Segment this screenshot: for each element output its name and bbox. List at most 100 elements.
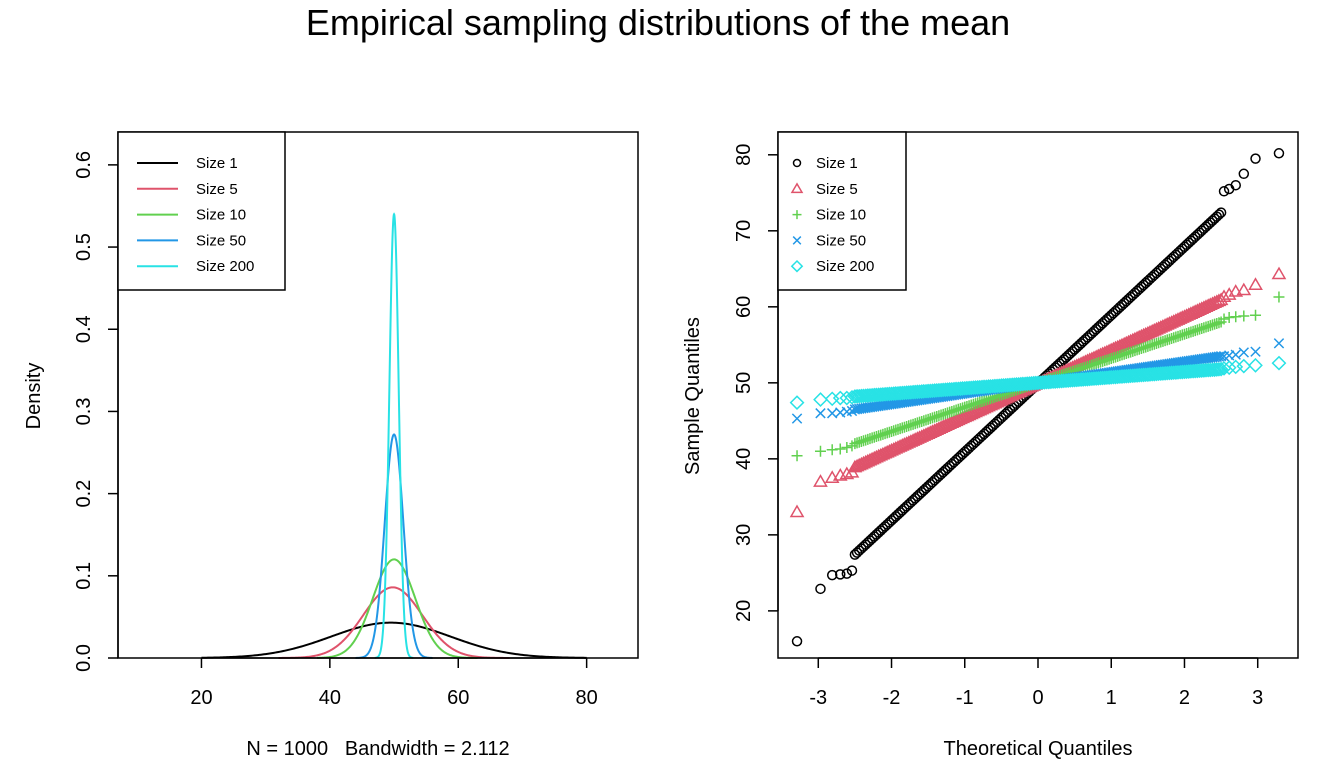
qq-point: [841, 568, 853, 579]
density-legend-label: Size 200: [196, 258, 254, 275]
qq-point: [1230, 311, 1242, 323]
density-legend: Size 1 Size 5 Size 10 Size 50 Size 200: [117, 131, 286, 291]
qq-x-tick-label: 0: [1032, 687, 1043, 709]
qq-point: [791, 413, 803, 424]
qq-point: [789, 395, 805, 410]
qq-point: [1273, 291, 1285, 303]
qq-point: [1213, 361, 1229, 377]
density-panel: 20 40 60 800.00.10.20.30.40.50.6 Size 1Size …: [73, 131, 639, 709]
qq-point: [1221, 360, 1237, 376]
qq-legend-label: Size 10: [816, 207, 866, 224]
density-curve-size-10: [316, 558, 478, 659]
qq-y-axis-label: Sample Quantiles: [682, 317, 704, 475]
density-legend-label: Size 5: [196, 181, 238, 198]
qq-point: [834, 443, 846, 455]
qq-point: [835, 569, 846, 580]
qq-point: [1211, 293, 1227, 307]
qq-point: [815, 408, 826, 419]
qq-point: [846, 565, 858, 576]
qq-point: [826, 444, 838, 456]
qq-point: [1218, 313, 1230, 325]
density-x-tick-label: 40: [319, 687, 341, 709]
qq-legend-marker: [790, 182, 804, 194]
qq-x-tick-label: -3: [809, 687, 827, 709]
qq-point: [1221, 287, 1237, 300]
density-curve-size-200: [374, 212, 414, 659]
qq-point: [1250, 346, 1261, 357]
qq-legend-label: Size 5: [816, 181, 858, 198]
qq-point: [1238, 347, 1250, 358]
density-legend-label: Size 1: [196, 155, 238, 172]
qq-point: [1228, 359, 1244, 375]
qq-point: [1238, 168, 1250, 180]
density-y-axis-label: Density: [23, 363, 45, 430]
qq-legend-marker: [790, 259, 804, 273]
qq-point: [813, 474, 828, 487]
qq-point: [1271, 355, 1287, 371]
qq-legend-label: Size 50: [816, 232, 866, 249]
qq-point: [1216, 289, 1232, 303]
qq-x-axis-label: Theoretical Quantiles: [944, 738, 1133, 760]
density-y-tick-label: 0.3: [73, 398, 95, 426]
qq-point: [1218, 186, 1230, 197]
qq-x-tick-label: 1: [1106, 687, 1117, 709]
qq-legend-label: Size 200: [816, 258, 874, 275]
density-y-tick-label: 0.5: [73, 233, 95, 261]
density-x-tick-label: 20: [190, 687, 212, 709]
qq-point: [826, 408, 838, 419]
qq-y-tick-label: 30: [733, 524, 755, 546]
qq-point: [815, 583, 826, 595]
density-x-axis-label: N = 1000 Bandwidth = 2.112: [246, 738, 509, 760]
density-y-tick-label: 0.6: [73, 151, 95, 179]
qq-legend: Size 1 Size 5 Size 10 Size 50 Size 200: [777, 131, 907, 291]
qq-point: [1223, 311, 1235, 323]
density-curve-size-5: [278, 586, 510, 659]
qq-y-tick-label: 40: [733, 448, 755, 470]
density-legend-box: [117, 131, 286, 291]
density-curve-size-50: [355, 433, 433, 659]
density-y-tick-label: 0.0: [73, 644, 95, 672]
qq-point: [1207, 295, 1223, 309]
qq-point: [839, 466, 855, 480]
qq-x-tick-label: -1: [956, 687, 974, 709]
qq-point: [824, 391, 840, 407]
qq-point: [1215, 207, 1227, 218]
density-y-tick-label: 0.4: [73, 315, 95, 343]
qq-x-tick-label: 2: [1179, 687, 1190, 709]
qq-y-tick-label: 70: [733, 220, 755, 242]
qq-y-tick-label: 20: [733, 600, 755, 622]
qq-point: [1238, 310, 1250, 322]
qq-point: [1273, 338, 1285, 349]
density-curve-size-1: [201, 621, 587, 659]
qq-point: [791, 636, 803, 647]
qq-point: [1273, 148, 1285, 159]
qq-point: [813, 392, 828, 407]
qq-legend-marker: [792, 210, 802, 220]
qq-x-tick-label: 3: [1252, 687, 1263, 709]
qq-point: [1271, 266, 1287, 280]
qq-point: [826, 569, 838, 581]
qq-legend-marker: [792, 158, 802, 168]
qq-point: [1228, 284, 1244, 297]
qq-y-tick-label: 60: [733, 296, 755, 318]
qq-point: [1216, 361, 1232, 376]
qq-point: [1250, 153, 1261, 164]
qq-point: [1209, 362, 1225, 377]
qq-point: [814, 445, 826, 457]
qq-legend-label: Size 1: [816, 155, 858, 172]
density-y-tick-label: 0.1: [73, 562, 95, 590]
qq-x-tick-label: -2: [883, 687, 901, 709]
density-x-tick-label: 80: [576, 687, 598, 709]
qq-point: [1236, 282, 1252, 296]
qq-point: [1248, 357, 1263, 373]
qq-point: [1236, 358, 1252, 374]
density-x-tick-label: 60: [447, 687, 469, 709]
qq-point: [1248, 277, 1263, 290]
qq-point: [1213, 209, 1225, 220]
qq-point: [789, 504, 805, 518]
qq-y-tick-label: 50: [733, 372, 755, 394]
qq-point: [1230, 179, 1241, 191]
